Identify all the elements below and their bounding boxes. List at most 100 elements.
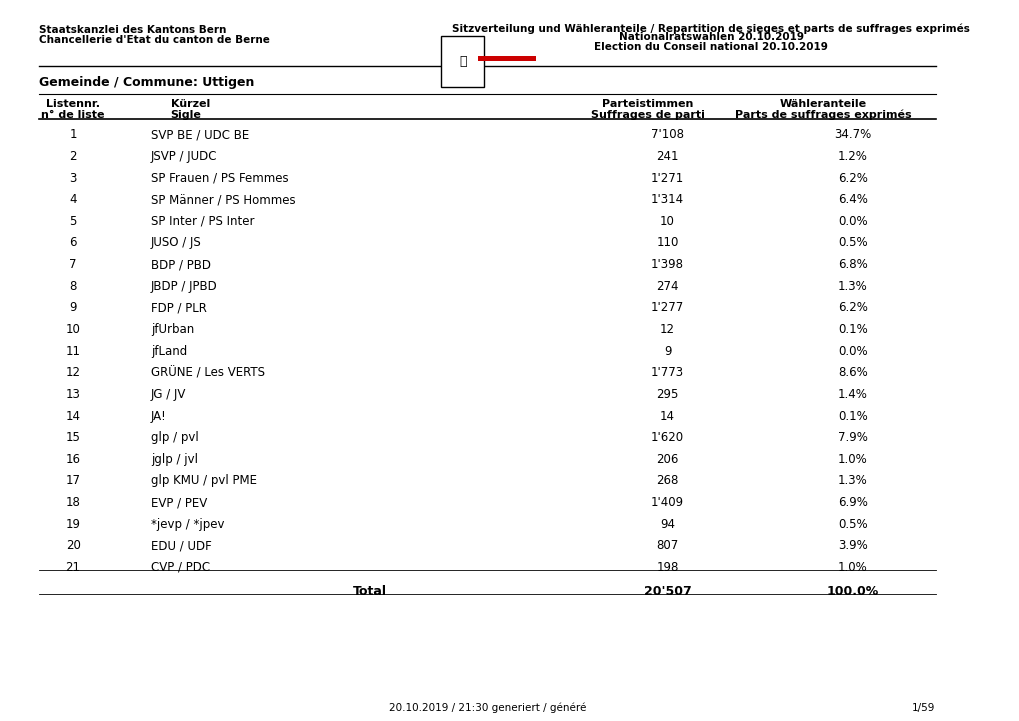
Text: Wähleranteile: Wähleranteile <box>780 99 866 110</box>
Text: *jevp / *jpev: *jevp / *jpev <box>151 518 224 531</box>
Text: 198: 198 <box>655 561 678 574</box>
Text: Gemeinde / Commune: Uttigen: Gemeinde / Commune: Uttigen <box>39 76 254 89</box>
Text: Election du Conseil national 20.10.2019: Election du Conseil national 20.10.2019 <box>594 42 827 52</box>
Text: EDU / UDF: EDU / UDF <box>151 539 212 552</box>
Text: 6.2%: 6.2% <box>837 301 867 314</box>
Text: SP Inter / PS Inter: SP Inter / PS Inter <box>151 215 255 228</box>
Text: Nationalratswahlen 20.10.2019: Nationalratswahlen 20.10.2019 <box>619 32 803 43</box>
Text: Suffrages de parti: Suffrages de parti <box>591 110 704 120</box>
Text: Total: Total <box>353 585 387 598</box>
Text: 12: 12 <box>65 366 81 379</box>
Text: jfUrban: jfUrban <box>151 323 194 336</box>
Text: 7.9%: 7.9% <box>837 431 867 444</box>
Text: 20.10.2019 / 21:30 generiert / généré: 20.10.2019 / 21:30 generiert / généré <box>388 703 585 714</box>
Text: 5: 5 <box>69 215 76 228</box>
Text: 7: 7 <box>69 258 76 271</box>
Text: SP Männer / PS Hommes: SP Männer / PS Hommes <box>151 193 296 206</box>
Text: BDP / PBD: BDP / PBD <box>151 258 211 271</box>
Text: SP Frauen / PS Femmes: SP Frauen / PS Femmes <box>151 172 288 185</box>
Text: 6.4%: 6.4% <box>837 193 867 206</box>
Text: 1.0%: 1.0% <box>837 561 867 574</box>
Text: 1/59: 1/59 <box>911 703 934 713</box>
Text: 10: 10 <box>65 323 81 336</box>
Text: JUSO / JS: JUSO / JS <box>151 236 202 249</box>
Text: 18: 18 <box>65 496 81 509</box>
Text: 1'398: 1'398 <box>650 258 684 271</box>
Text: n° de liste: n° de liste <box>42 110 105 120</box>
Text: 2: 2 <box>69 150 76 163</box>
Text: 6.2%: 6.2% <box>837 172 867 185</box>
Text: 1.4%: 1.4% <box>837 388 867 401</box>
Bar <box>441 36 484 87</box>
Text: 13: 13 <box>65 388 81 401</box>
Text: 0.5%: 0.5% <box>837 518 866 531</box>
Text: 100.0%: 100.0% <box>825 585 878 598</box>
Text: 8.6%: 8.6% <box>837 366 867 379</box>
Text: 3.9%: 3.9% <box>837 539 867 552</box>
Text: Parts de suffrages exprimés: Parts de suffrages exprimés <box>735 110 911 120</box>
Text: 0.5%: 0.5% <box>837 236 866 249</box>
Text: 1'620: 1'620 <box>650 431 684 444</box>
Text: 1'409: 1'409 <box>650 496 684 509</box>
Text: 241: 241 <box>655 150 678 163</box>
Text: 20'507: 20'507 <box>643 585 691 598</box>
Text: CVP / PDC: CVP / PDC <box>151 561 210 574</box>
Text: 34.7%: 34.7% <box>834 128 870 141</box>
Text: 274: 274 <box>655 280 678 293</box>
Text: 1'271: 1'271 <box>650 172 684 185</box>
Text: 1'314: 1'314 <box>650 193 684 206</box>
Text: 4: 4 <box>69 193 76 206</box>
Text: JG / JV: JG / JV <box>151 388 186 401</box>
Text: jfLand: jfLand <box>151 345 187 358</box>
Text: 1.0%: 1.0% <box>837 453 867 466</box>
Text: 19: 19 <box>65 518 81 531</box>
Text: FDP / PLR: FDP / PLR <box>151 301 207 314</box>
Text: 16: 16 <box>65 453 81 466</box>
Text: 11: 11 <box>65 345 81 358</box>
Text: 0.0%: 0.0% <box>837 345 866 358</box>
Text: 6.9%: 6.9% <box>837 496 867 509</box>
Text: glp KMU / pvl PME: glp KMU / pvl PME <box>151 474 257 487</box>
Text: 1.3%: 1.3% <box>837 474 867 487</box>
Text: Parteistimmen: Parteistimmen <box>602 99 693 110</box>
Text: 🐻: 🐻 <box>459 55 466 68</box>
Text: 110: 110 <box>655 236 678 249</box>
Text: 10: 10 <box>659 215 675 228</box>
Text: Sigle: Sigle <box>170 110 201 120</box>
Text: Listennr.: Listennr. <box>46 99 100 110</box>
Text: 295: 295 <box>655 388 678 401</box>
Text: 1'277: 1'277 <box>650 301 684 314</box>
Text: Kürzel: Kürzel <box>170 99 210 110</box>
Text: 206: 206 <box>655 453 678 466</box>
Text: 7'108: 7'108 <box>650 128 684 141</box>
Bar <box>477 56 535 61</box>
Text: 21: 21 <box>65 561 81 574</box>
Text: 1.2%: 1.2% <box>837 150 867 163</box>
Text: 14: 14 <box>65 410 81 423</box>
Text: 9: 9 <box>663 345 671 358</box>
Text: 6.8%: 6.8% <box>837 258 867 271</box>
Text: JA!: JA! <box>151 410 167 423</box>
Text: SVP BE / UDC BE: SVP BE / UDC BE <box>151 128 249 141</box>
Text: Chancellerie d'Etat du canton de Berne: Chancellerie d'Etat du canton de Berne <box>39 35 270 45</box>
Text: EVP / PEV: EVP / PEV <box>151 496 207 509</box>
Text: 0.1%: 0.1% <box>837 410 867 423</box>
Text: 6: 6 <box>69 236 76 249</box>
Text: 3: 3 <box>69 172 76 185</box>
Text: 807: 807 <box>656 539 678 552</box>
Text: Staatskanzlei des Kantons Bern: Staatskanzlei des Kantons Bern <box>39 25 226 35</box>
Text: 268: 268 <box>655 474 678 487</box>
Text: JSVP / JUDC: JSVP / JUDC <box>151 150 217 163</box>
Text: 9: 9 <box>69 301 76 314</box>
Text: 1: 1 <box>69 128 76 141</box>
Text: 1.3%: 1.3% <box>837 280 867 293</box>
Text: 20: 20 <box>65 539 81 552</box>
Text: 94: 94 <box>659 518 675 531</box>
Text: JBDP / JPBD: JBDP / JPBD <box>151 280 218 293</box>
Text: 0.1%: 0.1% <box>837 323 867 336</box>
Text: glp / pvl: glp / pvl <box>151 431 199 444</box>
Text: Sitzverteilung und Wähleranteile / Repartition de sieges et parts de suffrages e: Sitzverteilung und Wähleranteile / Repar… <box>452 23 969 34</box>
Text: 17: 17 <box>65 474 81 487</box>
Text: jglp / jvl: jglp / jvl <box>151 453 198 466</box>
Text: 1'773: 1'773 <box>650 366 684 379</box>
